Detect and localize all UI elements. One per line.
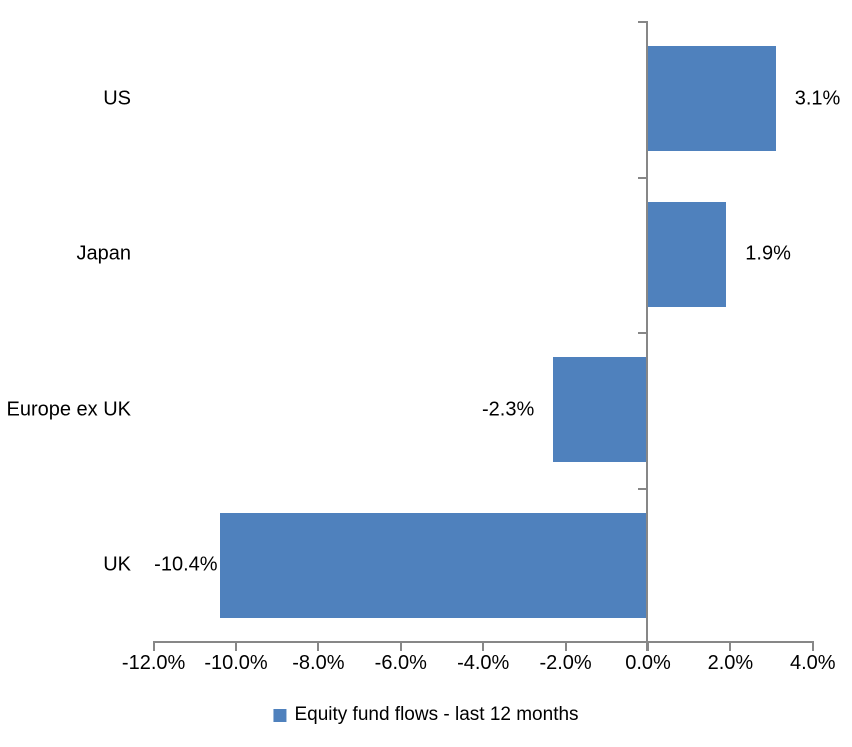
x-axis-tick: [152, 641, 155, 651]
x-axis-tick-label: -6.0%: [374, 652, 427, 674]
x-axis-tick: [317, 641, 320, 651]
x-axis-tick-label: -4.0%: [457, 652, 510, 674]
data-label: -2.3%: [482, 398, 535, 421]
x-axis-tick: [811, 641, 814, 651]
x-axis-tick-label: 4.0%: [790, 652, 836, 674]
data-label: 1.9%: [745, 242, 791, 265]
legend-label: Equity fund flows - last 12 months: [294, 704, 579, 725]
bar-us: [648, 46, 776, 152]
x-axis-tick: [729, 641, 732, 651]
y-axis-tick: [638, 21, 648, 23]
x-axis-tick: [399, 641, 402, 651]
bar-japan: [648, 201, 727, 307]
x-axis-tick-label: -12.0%: [121, 652, 186, 674]
category-label: US: [103, 87, 131, 110]
x-axis-tick-label: -2.0%: [539, 652, 592, 674]
x-axis-tick-label: 0.0%: [625, 652, 671, 674]
category-label: UK: [103, 553, 131, 576]
y-axis-line: [646, 21, 648, 651]
x-axis-tick: [482, 641, 485, 651]
category-label: Europe ex UK: [6, 398, 131, 421]
x-axis-tick-label: -10.0%: [204, 652, 268, 674]
x-axis-tick-label: 2.0%: [707, 652, 754, 674]
data-label: -10.4%: [154, 553, 218, 576]
data-label: 3.1%: [794, 87, 841, 110]
x-axis-tick: [235, 641, 237, 651]
bar-europe-ex-uk: [553, 357, 648, 463]
x-axis-tick: [647, 641, 649, 651]
x-axis-tick: [564, 641, 567, 651]
x-axis-tick-label: -8.0%: [292, 652, 345, 674]
bar-uk: [219, 512, 648, 618]
y-axis-tick: [638, 332, 648, 334]
y-axis-tick: [638, 176, 648, 179]
y-axis-tick: [638, 487, 648, 490]
legend-marker-icon: [273, 708, 287, 722]
category-label: Japan: [76, 242, 132, 265]
legend: Equity fund flows - last 12 months: [273, 704, 579, 726]
